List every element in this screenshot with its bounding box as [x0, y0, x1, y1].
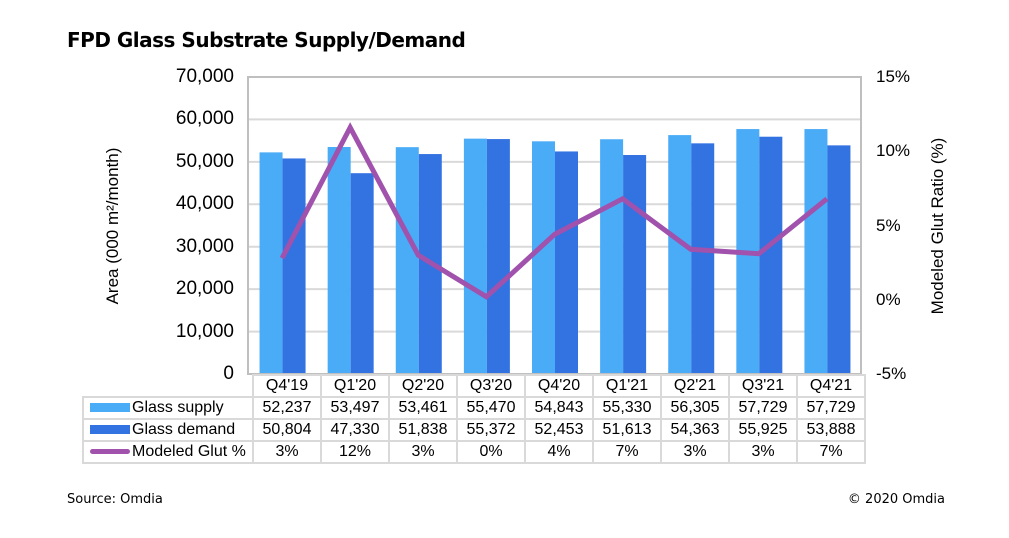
data-label: 56,305 [660, 396, 730, 420]
data-label: 53,888 [796, 418, 866, 442]
data-label: 7% [592, 440, 662, 464]
supply-swatch [90, 403, 130, 413]
supply-bar [463, 138, 487, 374]
left-tick-label: 60,000 [175, 108, 234, 130]
right-tick-label: 0% [876, 289, 901, 309]
data-label: 54,363 [660, 418, 730, 442]
data-label: 53,497 [320, 396, 390, 420]
data-label: 3% [660, 440, 730, 464]
demand-bar [623, 155, 647, 374]
data-label: 54,843 [524, 396, 594, 420]
demand-swatch [90, 425, 130, 435]
supply-bar [600, 139, 624, 374]
supply-bar [668, 135, 692, 374]
category-label: Q4'21 [796, 374, 866, 398]
category-label: Q1'20 [320, 374, 390, 398]
source-note: Source: Omdia [67, 492, 163, 507]
left-tick-label: 10,000 [175, 320, 234, 342]
right-tick-label: -5% [876, 364, 907, 383]
data-label: 55,470 [456, 396, 526, 420]
table-row-supply: Glass supply 52,237 53,497 53,461 55,470 54,… [82, 396, 866, 420]
data-label: 55,372 [456, 418, 526, 442]
data-label: 0% [456, 440, 526, 464]
left-tick-label: 70,000 [175, 66, 234, 87]
category-label: Q2'21 [660, 374, 730, 398]
left-tick-label: 20,000 [175, 278, 234, 300]
legend-supply: Glass supply [82, 396, 254, 420]
data-label: 3% [728, 440, 798, 464]
glut-swatch [90, 449, 130, 455]
demand-bar [282, 158, 306, 374]
data-label: 55,925 [728, 418, 798, 442]
data-label: 12% [320, 440, 390, 464]
supply-bar [804, 129, 828, 374]
data-label: 51,613 [592, 418, 662, 442]
data-label: 7% [796, 440, 866, 464]
legend-glut-label: Modeled Glut % [132, 443, 246, 460]
right-tick-label: 10% [876, 141, 911, 161]
data-label: 4% [524, 440, 594, 464]
category-label: Q4'20 [524, 374, 594, 398]
data-label: 3% [252, 440, 322, 464]
supply-bar [327, 147, 351, 374]
demand-bar [486, 139, 510, 374]
demand-bar [555, 151, 578, 374]
demand-bar [350, 173, 374, 374]
data-label: 3% [388, 440, 458, 464]
category-label: Q4'19 [252, 374, 322, 398]
data-label: 57,729 [796, 396, 866, 420]
legend-glut: Modeled Glut % [82, 440, 254, 464]
data-label: 55,330 [592, 396, 662, 420]
data-label: 52,453 [524, 418, 594, 442]
table-row-demand: Glass demand 50,804 47,330 51,838 55,372 52,… [82, 418, 866, 442]
data-label: 52,237 [252, 396, 322, 420]
right-tick-label: 5% [876, 215, 901, 235]
table-row-glut: Modeled Glut % 3% 12% 3% 0% 4% 7% 3% 3% 7% [82, 440, 866, 464]
category-label: Q2'20 [388, 374, 458, 398]
data-label: 51,838 [388, 418, 458, 442]
data-label: 57,729 [728, 396, 798, 420]
data-table: Q4'19 Q1'20 Q2'20 Q3'20 Q4'20 Q1'21 Q2'21 Q3'21… [82, 374, 866, 464]
category-header-row: Q4'19 Q1'20 Q2'20 Q3'20 Q4'20 Q1'21 Q2'21 Q3'21… [83, 374, 866, 398]
data-label: 47,330 [320, 418, 390, 442]
left-tick-label: 40,000 [175, 193, 234, 215]
supply-bar [259, 152, 283, 374]
legend-demand: Glass demand [82, 418, 254, 442]
legend-supply-label: Glass supply [132, 399, 224, 416]
chart-plot [247, 76, 862, 375]
demand-bar [827, 145, 851, 374]
category-label: Q3'21 [728, 374, 798, 398]
supply-bar [532, 141, 555, 374]
header-blank [83, 375, 254, 398]
plot-frame [247, 76, 862, 375]
left-tick-label: 0 [223, 363, 234, 384]
category-label: Q3'20 [456, 374, 526, 398]
left-tick-label: 30,000 [175, 235, 234, 257]
data-label: 50,804 [252, 418, 322, 442]
right-tick-label: 15% [876, 67, 911, 86]
copyright-note: © 2020 Omdia [847, 492, 945, 507]
left-tick-label: 50,000 [175, 150, 234, 172]
data-label: 53,461 [388, 396, 458, 420]
demand-bar [759, 136, 783, 374]
supply-bar [395, 147, 419, 374]
demand-bar [691, 143, 715, 374]
category-label: Q1'21 [592, 374, 662, 398]
chart-title: FPD Glass Substrate Supply/Demand [67, 28, 466, 52]
legend-demand-label: Glass demand [132, 421, 236, 438]
